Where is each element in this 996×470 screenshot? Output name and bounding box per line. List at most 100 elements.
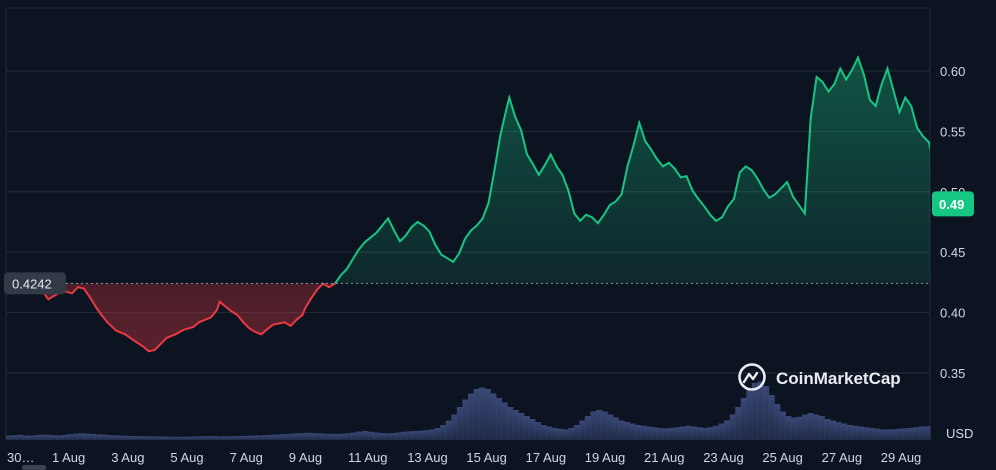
current-price-label: 0.49 <box>939 197 964 212</box>
coinmarketcap-logo-icon <box>738 363 766 391</box>
volume-bar <box>83 433 91 440</box>
volume-bar <box>128 435 135 440</box>
volume-bar <box>657 428 664 440</box>
volume-bar <box>445 420 452 440</box>
volume-bar <box>167 436 174 440</box>
currency-label: USD <box>946 426 973 441</box>
volume-bar <box>718 423 725 440</box>
volume-bar <box>351 432 358 440</box>
volume-bar <box>852 425 859 440</box>
volume-bar <box>557 428 564 440</box>
x-axis: 30… 1 Aug 3 Aug 5 Aug 7 Aug 9 Aug 11 Aug 13 Aug… <box>7 450 921 465</box>
x-tick-label: 15 Aug <box>466 450 507 465</box>
volume-bar <box>651 427 658 440</box>
volume-bar <box>807 413 814 440</box>
volume-bar <box>356 431 363 440</box>
x-tick-label: 23 Aug <box>703 450 744 465</box>
volume-bar <box>373 432 380 440</box>
volume-bar <box>484 389 491 440</box>
x-tick-label: 30… <box>7 450 34 465</box>
volume-bar <box>178 436 185 440</box>
volume-bar <box>879 429 887 440</box>
volume-bar <box>28 435 35 440</box>
volume-bar <box>740 398 747 440</box>
x-tick-label: 1 Aug <box>52 450 85 465</box>
volume-bar <box>829 420 836 440</box>
volume-bar <box>250 435 258 440</box>
volume-bar <box>312 433 319 440</box>
volume-bar <box>189 436 196 440</box>
volume-bar <box>612 417 619 440</box>
volume-bar <box>601 411 608 440</box>
volume-bar <box>495 398 502 440</box>
volume-bar <box>623 422 631 440</box>
volume-bar <box>646 426 653 440</box>
reference-price-badge: 0.4242 <box>4 272 66 295</box>
price-area-above <box>42 57 930 284</box>
volume-bar <box>317 433 324 440</box>
volume-bar <box>668 428 675 440</box>
volume-bar <box>701 428 708 440</box>
volume-bar <box>78 433 85 440</box>
volume-bar <box>696 427 703 440</box>
volume-bar <box>44 434 52 440</box>
volume-bar <box>918 426 926 440</box>
volume-bar <box>61 434 68 440</box>
volume-bar <box>106 435 113 440</box>
price-areas <box>42 57 930 352</box>
volume-bar <box>328 433 336 440</box>
volume-bar <box>334 434 341 440</box>
volume-bar <box>868 428 875 440</box>
volume-bar <box>746 389 753 440</box>
volume-bar <box>39 434 46 440</box>
volume-bar <box>579 420 586 440</box>
volume-bar <box>618 420 625 440</box>
price-lines <box>41 55 930 353</box>
volume-bar <box>673 427 681 440</box>
volume-bar <box>590 411 597 440</box>
range-scroll-handle[interactable] <box>22 465 46 470</box>
volume-bar <box>885 429 892 440</box>
volume-bar <box>729 414 736 440</box>
volume-bar <box>662 428 669 440</box>
volume-bar <box>434 428 441 440</box>
volume-bar <box>95 434 102 440</box>
price-line-below <box>41 283 337 353</box>
watermark-text: CoinMarketCap <box>776 369 901 388</box>
volume-bar <box>22 435 29 440</box>
volume-bar <box>785 416 792 440</box>
volume-bar <box>456 407 464 440</box>
y-tick-label: 0.45 <box>940 245 965 260</box>
x-tick-label: 11 Aug <box>348 450 388 465</box>
volume-bar <box>362 431 369 440</box>
volume-bar <box>818 416 825 440</box>
volume-bar <box>284 434 291 440</box>
x-tick-label: 13 Aug <box>407 450 448 465</box>
volume-bar <box>161 436 169 440</box>
volume-bar <box>339 433 347 440</box>
x-tick-label: 19 Aug <box>585 450 626 465</box>
volume-bar <box>724 420 731 440</box>
volume-bar <box>395 432 402 440</box>
volume-bar <box>534 422 541 440</box>
price-area-below <box>42 283 336 352</box>
volume-bar <box>840 423 848 440</box>
y-tick-label: 0.35 <box>940 366 965 381</box>
volume-bar <box>139 436 146 440</box>
volume-bar <box>846 425 853 440</box>
volume-bar <box>891 429 898 440</box>
reference-price-label: 0.4242 <box>12 276 52 291</box>
volume-bar <box>640 425 647 440</box>
volume-bar <box>707 427 714 440</box>
volume-bar <box>100 434 107 440</box>
coinmarketcap-watermark: CoinMarketCap <box>738 363 901 391</box>
volume-bar <box>857 426 864 440</box>
volume-bar <box>451 414 458 440</box>
volume-bar <box>323 433 330 440</box>
volume-bar <box>56 435 63 440</box>
volume-bar <box>774 404 781 440</box>
volume-bar <box>551 428 558 440</box>
current-price-badge: 0.49 <box>932 191 974 217</box>
volume-bar <box>690 426 697 440</box>
